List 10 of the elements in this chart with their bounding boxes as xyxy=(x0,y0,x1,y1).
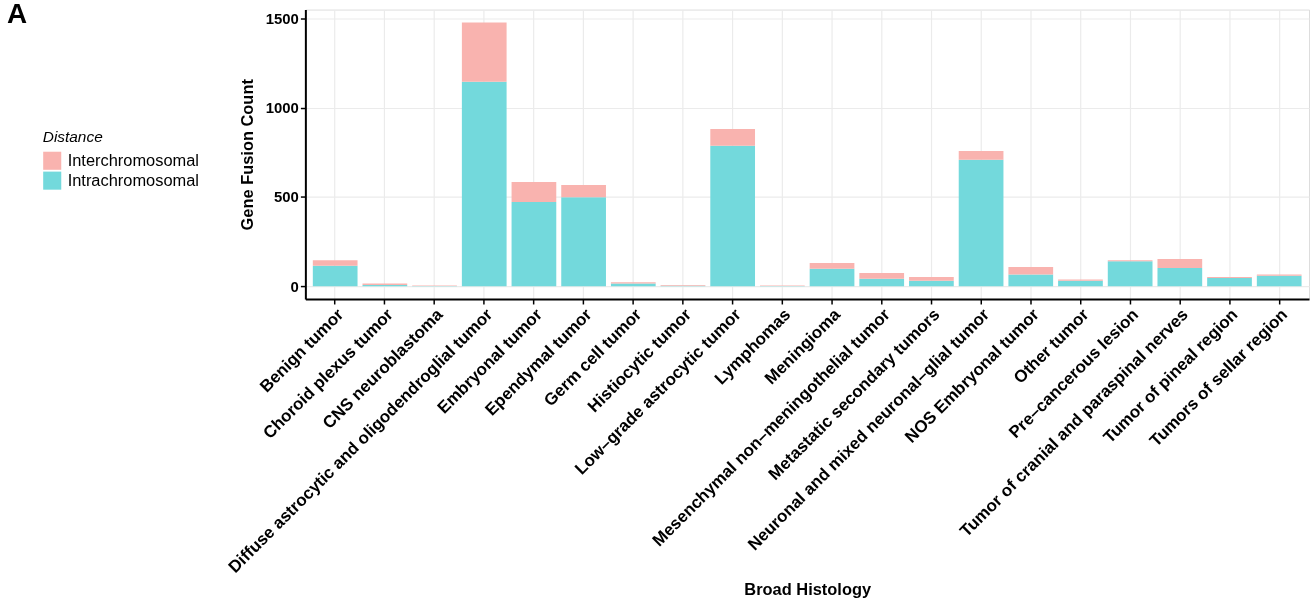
y-tick-label: 500 xyxy=(274,188,299,206)
y-tick-label: 1000 xyxy=(265,99,299,117)
legend-label: Interchromosomal xyxy=(67,150,199,169)
x-axis-title: Broad Histology xyxy=(744,579,872,598)
legend-title: Distance xyxy=(42,127,103,145)
y-tick-label: 0 xyxy=(290,277,299,295)
legend-label: Intrachromosomal xyxy=(67,170,199,189)
y-tick-label: 1500 xyxy=(265,9,299,27)
text: A xyxy=(6,0,28,30)
y-axis-title: Gene Fusion Count xyxy=(237,78,256,231)
